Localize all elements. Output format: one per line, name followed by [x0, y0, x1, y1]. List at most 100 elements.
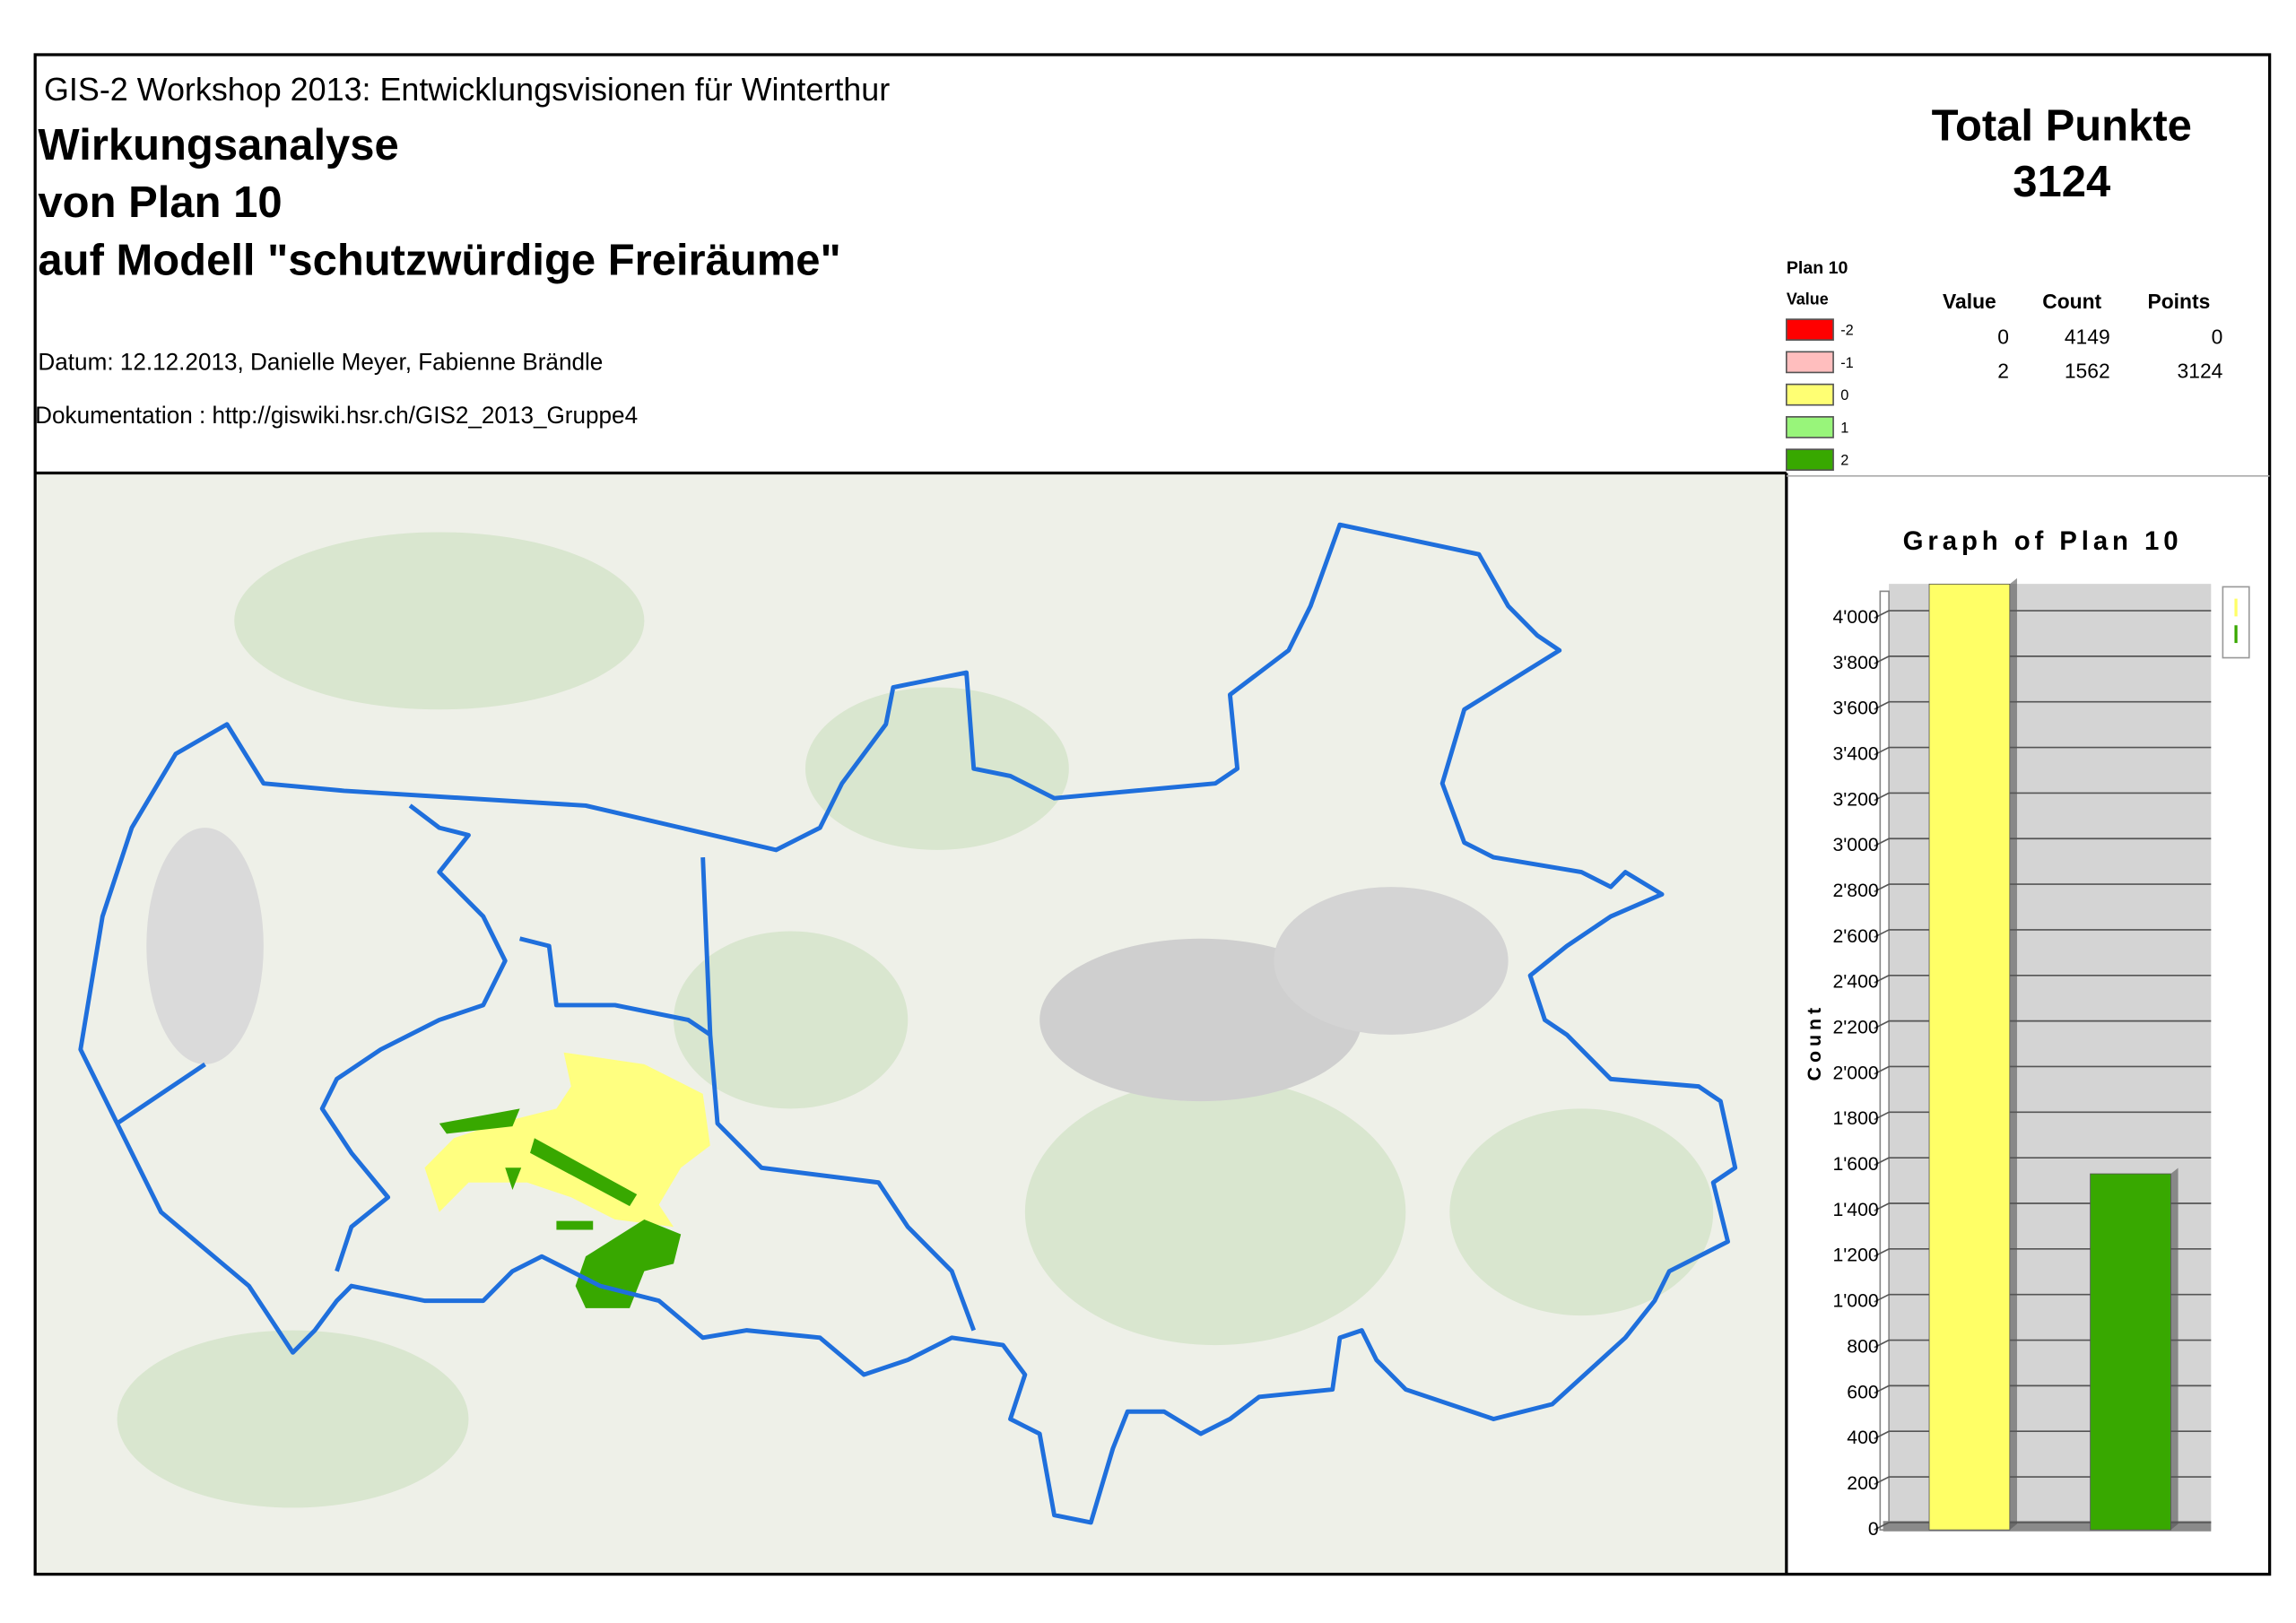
table-header: Count	[2042, 290, 2101, 313]
y-tick-label: 0	[1868, 1518, 1879, 1540]
chart: Graph of Plan 10 Count 0 200 400 600 800 1'00…	[1804, 526, 2250, 1540]
y-tick-label: 2'400	[1832, 971, 1878, 993]
table-header: Value	[1943, 290, 1996, 313]
forest	[1449, 1108, 1714, 1316]
plot-floor	[1883, 1521, 2212, 1532]
tick-mark	[1874, 1111, 1890, 1121]
y-tick-label: 800	[1847, 1335, 1879, 1357]
title-line: Wirkungsanalyse	[38, 120, 398, 169]
tick-mark	[1874, 1339, 1890, 1349]
legend-swatch	[1786, 416, 1834, 438]
title-line: auf Modell "schutzwürdige Freiräume"	[38, 235, 840, 284]
tick-mark	[1874, 838, 1890, 847]
y-tick-label: 400	[1847, 1427, 1879, 1448]
y-tick-label: 3'600	[1832, 698, 1878, 719]
table-cell: 4149	[2065, 325, 2110, 348]
bar-side	[2170, 1167, 2179, 1531]
tick-mark	[1874, 700, 1890, 710]
tick-mark	[1874, 610, 1890, 620]
y-axis-label: Count	[1804, 1003, 1825, 1081]
legend-subtitle: Value	[1787, 290, 1829, 308]
y-tick-label: 3'000	[1832, 834, 1878, 855]
forest	[1024, 1079, 1406, 1346]
legend: -2 -1 0 1 2	[1786, 318, 1854, 472]
district-boundary	[319, 803, 508, 1272]
forest	[674, 931, 909, 1109]
date: Datum: 12.12.2013, Danielle Meyer, Fabie…	[38, 348, 603, 375]
total-value: 3124	[2013, 157, 2111, 206]
tick-mark	[1874, 883, 1890, 893]
zone-value-0	[424, 1052, 710, 1228]
y-tick-label: 1'800	[1832, 1107, 1878, 1129]
table-cell: 1562	[2065, 359, 2110, 382]
y-tick-label: 4'000	[1832, 606, 1878, 628]
tick-mark	[1874, 929, 1890, 938]
y-tick-label: 1'200	[1832, 1245, 1878, 1266]
tick-mark	[1874, 655, 1890, 664]
tick-mark	[1874, 746, 1890, 756]
bar-side	[2009, 577, 2017, 1531]
y-tick-label: 1'000	[1832, 1289, 1878, 1311]
legend-title: Plan 10	[1787, 258, 1848, 278]
forest	[804, 687, 1069, 850]
table-header: Points	[2147, 290, 2210, 313]
chart-title: Graph of Plan 10	[1903, 526, 2183, 556]
legend-swatch	[1786, 448, 1834, 472]
tick-mark	[1874, 1430, 1890, 1440]
outer-frame	[33, 53, 2272, 1576]
tick-mark	[1874, 1522, 1890, 1531]
town	[146, 828, 264, 1064]
legend-label: 0	[1840, 387, 1848, 404]
legend-swatch	[1786, 383, 1834, 406]
map	[36, 473, 1787, 1575]
district-boundary	[518, 936, 712, 1037]
legend-swatch	[1786, 351, 1834, 374]
table-cell: 0	[1997, 325, 2009, 348]
district-boundary	[116, 1062, 206, 1125]
title-line: von Plan 10	[38, 178, 282, 227]
subtitle: GIS-2 Workshop 2013: Entwicklungsvisione…	[44, 71, 890, 108]
y-tick-label: 2'600	[1832, 925, 1878, 947]
y-tick-label: 3'800	[1832, 652, 1878, 673]
chart-legend	[2222, 586, 2250, 659]
tick-mark	[1874, 1476, 1890, 1486]
bar	[2090, 1173, 2171, 1531]
y-tick-label: 2'000	[1832, 1062, 1878, 1083]
district-boundary	[700, 856, 977, 1332]
frames	[33, 53, 2272, 1576]
table-cell: 3124	[2178, 359, 2223, 382]
y-tick-label: 3'400	[1832, 742, 1878, 764]
table-cell: 0	[2212, 325, 2223, 348]
tick-mark	[1874, 975, 1890, 984]
y-tick-label: 2'200	[1832, 1016, 1878, 1037]
legend-label: -1	[1840, 355, 1854, 371]
y-tick-label: 600	[1847, 1381, 1879, 1402]
legend-label: -2	[1840, 323, 1854, 339]
legend-label: 2	[1840, 453, 1848, 469]
tick-mark	[1874, 1157, 1890, 1167]
tick-mark	[1874, 1384, 1890, 1394]
y-tick-label: 2'800	[1832, 880, 1878, 901]
tick-mark	[1874, 792, 1890, 802]
y-tick-label: 1'600	[1832, 1153, 1878, 1175]
tick-mark	[1874, 1293, 1890, 1303]
legend-label: 1	[1840, 420, 1848, 436]
tick-mark	[1874, 1248, 1890, 1257]
tick-mark	[1874, 1020, 1890, 1029]
bar	[1928, 583, 2011, 1531]
tick-mark	[1874, 1065, 1890, 1075]
y-tick-label: 200	[1847, 1472, 1879, 1494]
table-cell: 2	[1997, 359, 2009, 382]
y-tick-label: 3'200	[1832, 788, 1878, 810]
total-label: Total Punkte	[1932, 100, 2192, 150]
tick-mark	[1874, 1202, 1890, 1211]
zone-value-2	[439, 1108, 682, 1308]
forest	[117, 1330, 469, 1508]
municipal-boundary	[78, 522, 1738, 1525]
y-tick-label: 1'400	[1832, 1199, 1878, 1220]
forest	[234, 532, 645, 710]
documentation: Dokumentation : http://giswiki.hsr.ch/GI…	[35, 402, 638, 429]
